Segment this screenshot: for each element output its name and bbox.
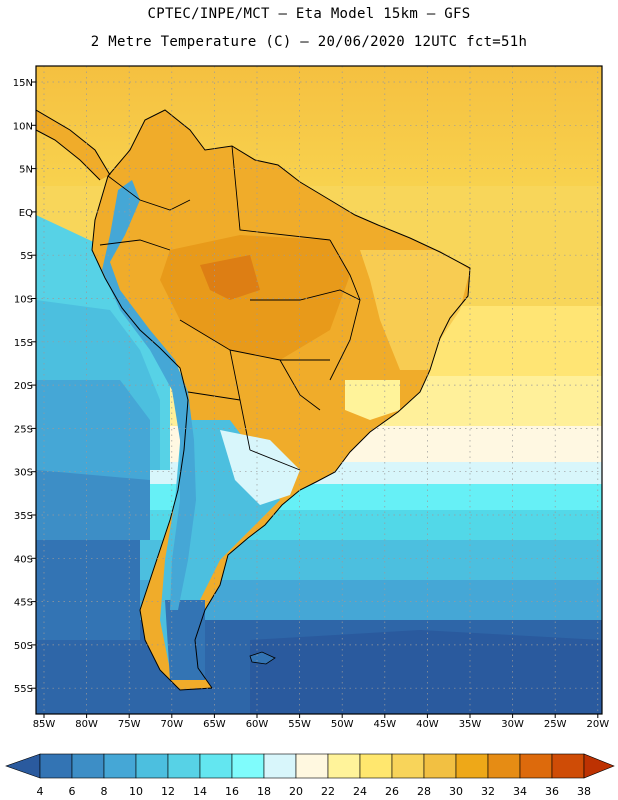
longitude-label: 20W [586,719,609,730]
colorbar-tick-label: 32 [481,785,495,798]
falkland-islands [249,651,276,665]
central-america-landmass [36,110,110,180]
graticule [36,66,602,714]
colorbar-tick-label: 10 [129,785,143,798]
colorbar-tick-label: 4 [37,785,44,798]
longitude-label: 65W [203,719,226,730]
latitude-label: 50S [14,641,33,652]
longitude-label: 50W [331,719,354,730]
colorbar-swatch [103,753,137,779]
latitude-label: 15N [13,78,33,89]
south-cold-zone-6 [250,630,602,714]
longitude-label: 40W [416,719,439,730]
colorbar-tick-label: 16 [225,785,239,798]
colorbar-tick-label: 6 [69,785,76,798]
longitude-label: 55W [288,719,311,730]
longitude-axis: 85W 80W 75W 70W 65W 60W 55W 50W 45W 40W 35W 30W 25W 2… [33,714,609,730]
latitude-label: 5S [20,251,33,262]
longitude-label: 75W [118,719,141,730]
longitude-label: 85W [33,719,56,730]
colorbar-swatch [519,753,553,779]
temperature-field [36,66,602,714]
colorbar-tick-label: 14 [193,785,207,798]
pampas-mild [220,430,300,505]
colorbar-tick-label: 24 [353,785,367,798]
latitude-label: 10N [13,121,33,132]
latitude-label: 10S [14,295,33,306]
longitude-label: 25W [544,719,567,730]
map-frame [35,65,603,715]
coastline [91,109,471,691]
colorbar-tick-label: 30 [449,785,463,798]
colorbar-swatch [359,753,393,779]
latitude-axis: 15N 10N 5N EQ 5S 10S 15S 20S 25S 30S 35S 40S 45S 50S 5… [13,78,36,695]
latitude-label: 5N [19,165,33,176]
colorbar-tick-label: 26 [385,785,399,798]
patagonia-cold [165,600,205,680]
longitude-label: 60W [246,719,269,730]
andes-cold-strip [102,180,196,610]
brazil-northeast-band [360,250,470,370]
colorbar-swatch [39,753,73,779]
southwest-cold-zone [36,640,140,714]
country-borders [99,145,361,471]
central-america-coastline [36,109,111,181]
colorbar-swatch [71,753,105,779]
colorbar-tick-label: 34 [513,785,527,798]
latitude-label: EQ [19,208,33,219]
latitude-label: 45S [14,598,33,609]
longitude-label: 35W [459,719,482,730]
colorbar-swatch [167,753,201,779]
colorbar-swatch [231,753,265,779]
colorbar-arrow-high [583,753,615,779]
colorbar-swatch [391,753,425,779]
colorbar-arrow-low [5,753,41,779]
pacific-cool-zone-12 [36,380,150,480]
brazil-highlands-cool [345,380,400,420]
colorbar: 4 6 8 10 12 14 16 18 20 22 24 26 28 30 32 34 36 38 [5,753,615,798]
longitude-label: 30W [501,719,524,730]
colorbar-swatch [487,753,521,779]
colorbar-tick-label: 20 [289,785,303,798]
colorbar-tick-label: 22 [321,785,335,798]
latitude-label: 35S [14,511,33,522]
colorbar-tick-label: 8 [101,785,108,798]
longitude-label: 70W [160,719,183,730]
latitude-label: 25S [14,424,33,435]
colorbar-swatch [263,753,297,779]
map-title-line2: 2 Metre Temperature (C) – 20/06/2020 12U… [90,34,528,50]
colorbar-tick-label: 12 [161,785,175,798]
colorbar-swatch [135,753,169,779]
colorbar-swatch [199,753,233,779]
longitude-label: 80W [75,719,98,730]
map-title-line1: CPTEC/INPE/MCT – Eta Model 15km – GFS [147,6,471,22]
colorbar-swatch [551,753,585,779]
latitude-label: 30S [14,468,33,479]
colorbar-swatch [423,753,457,779]
pacific-cool-zone-10 [36,470,150,540]
colorbar-swatch [327,753,361,779]
colorbar-tick-label: 38 [577,785,591,798]
colorbar-tick-label: 18 [257,785,271,798]
latitude-label: 40S [14,554,33,565]
longitude-label: 45W [373,719,396,730]
latitude-label: 15S [14,338,33,349]
latitude-label: 20S [14,381,33,392]
colorbar-swatch [295,753,329,779]
latitude-label: 55S [14,684,33,695]
amazon-hot-spot-34 [200,255,260,300]
colorbar-swatch [455,753,489,779]
colorbar-tick-label: 28 [417,785,431,798]
colorbar-tick-label: 36 [545,785,559,798]
